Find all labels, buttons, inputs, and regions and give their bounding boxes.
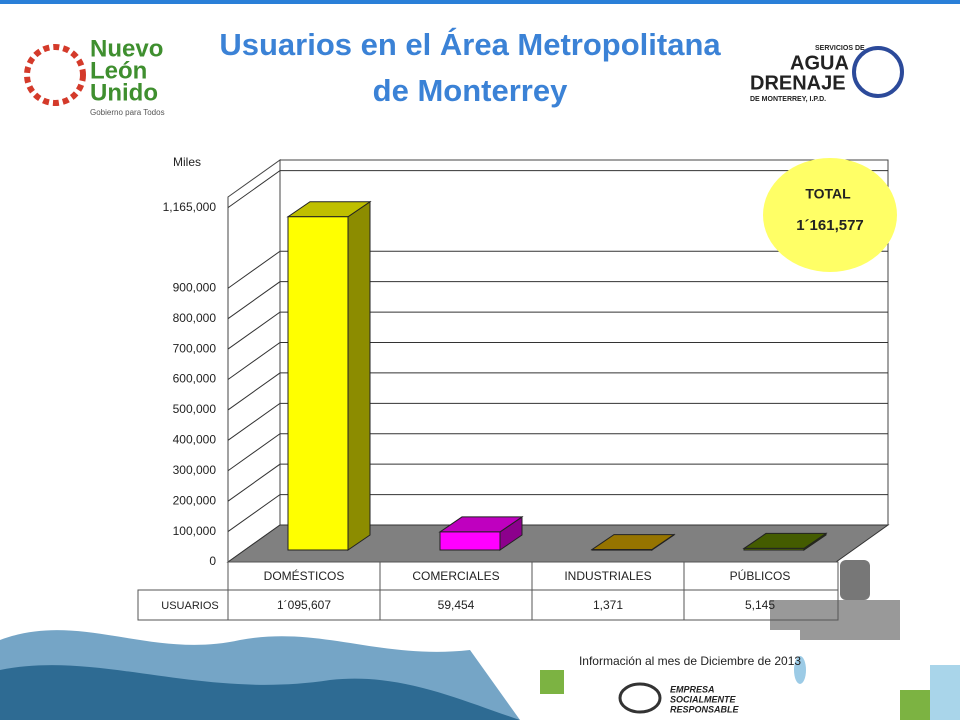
- row-label-cell: [137, 589, 229, 621]
- splash: [0, 630, 960, 720]
- bar: [742, 532, 828, 551]
- row-label: USUARIOS: [161, 600, 218, 612]
- total-label: TOTAL: [805, 186, 851, 202]
- grid-line: [227, 463, 888, 502]
- y-tick-label: 1,165,000: [163, 200, 217, 214]
- logo-left: Nuevo León Unido Gobierno para Todos: [24, 35, 165, 117]
- value-label: 59,454: [438, 598, 475, 612]
- bar-front: [439, 531, 501, 551]
- bar: [438, 515, 524, 551]
- logo-text: DE MONTERREY, I.P.D.: [750, 96, 826, 103]
- x-tick-label: COMERCIALES: [412, 569, 499, 583]
- logo-text: Unido: [90, 79, 158, 106]
- y-tick-label: 300,000: [173, 463, 217, 477]
- logo-text: SERVICIOS DE: [815, 45, 865, 52]
- logo-text: EMPRESA: [670, 684, 715, 694]
- x-tick-label: PÚBLICOS: [730, 568, 791, 583]
- bar: [590, 533, 676, 551]
- grid-line: [227, 311, 888, 350]
- top-rule: [0, 0, 960, 4]
- logo-text: SOCIALMENTE: [670, 694, 736, 704]
- footnote: Información al mes de Diciembre de 2013: [579, 654, 801, 668]
- logo-text: AGUA: [790, 52, 849, 74]
- logo-text: DRENAJE: [750, 72, 846, 94]
- bar-front: [591, 549, 653, 551]
- grid-line: [227, 494, 888, 532]
- grid-line: [227, 170, 888, 209]
- bar-front: [743, 547, 805, 551]
- bar: [286, 200, 372, 551]
- logo-right: SERVICIOS DE AGUA DRENAJE DE MONTERREY, …: [750, 45, 904, 103]
- value-label: 1,371: [593, 598, 623, 612]
- grid-line: [227, 402, 888, 441]
- y-tick-label: 100,000: [173, 524, 217, 538]
- y-tick-label: 700,000: [173, 341, 217, 355]
- bar-side: [347, 200, 371, 551]
- y-tick-label: 0: [209, 554, 216, 568]
- value-label: 1´095,607: [277, 598, 331, 612]
- x-tick-label: DOMÉSTICOS: [264, 568, 345, 583]
- logo-bottom: EMPRESA SOCIALMENTE RESPONSABLE: [618, 682, 740, 714]
- y-tick-label: 400,000: [173, 433, 217, 447]
- y-tick-label: 200,000: [173, 493, 217, 507]
- logo-text: Nuevo: [90, 35, 163, 62]
- grid-line: [227, 433, 888, 472]
- grid-line: [227, 281, 888, 320]
- y-tick-label: 800,000: [173, 311, 217, 325]
- grid-line: [227, 342, 888, 380]
- logo-text: León: [90, 57, 147, 84]
- logo-text: RESPONSABLE: [670, 704, 740, 714]
- x-tick-label: INDUSTRIALES: [564, 569, 651, 583]
- y-tick-label: 500,000: [173, 402, 217, 416]
- chart-title: Usuarios en el Área Metropolitana de Mont…: [219, 27, 721, 108]
- y-axis-label: Miles: [173, 155, 201, 169]
- y-tick-label: 600,000: [173, 372, 217, 386]
- total-bubble: [763, 158, 897, 272]
- value-label: 5,145: [745, 598, 775, 612]
- total-value: 1´161,577: [796, 217, 864, 234]
- grid-line: [227, 372, 888, 411]
- logo-text: Gobierno para Todos: [90, 108, 165, 117]
- y-tick-label: 900,000: [173, 280, 217, 294]
- grid-line: [227, 250, 888, 289]
- data-table: [137, 561, 839, 621]
- bar-front: [287, 216, 349, 551]
